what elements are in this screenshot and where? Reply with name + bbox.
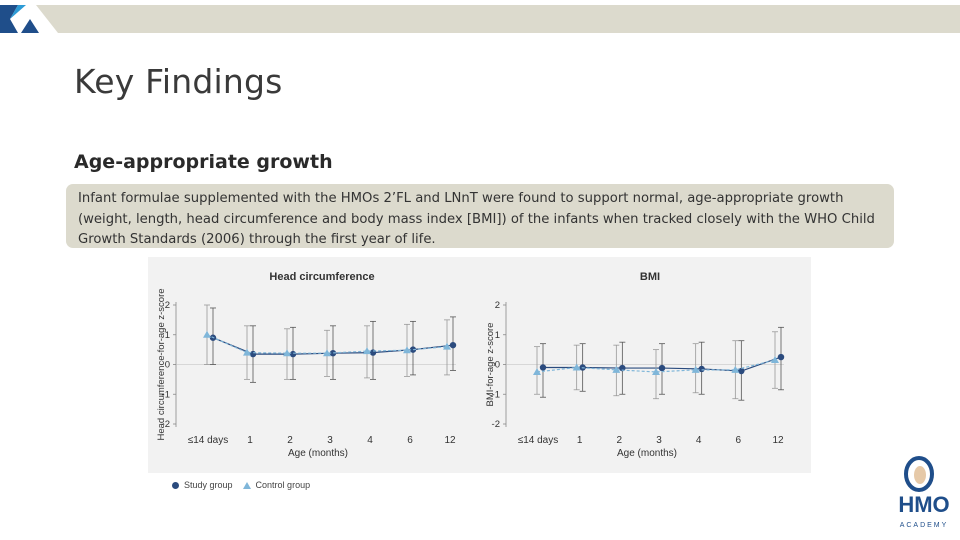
study-point: [329, 349, 337, 357]
banner-dark-shape: [21, 19, 39, 33]
y-tick-label: 0: [165, 360, 170, 371]
legend-control-marker: [242, 481, 251, 489]
chart-title-0: Head circumference: [269, 271, 374, 283]
control-point: [243, 348, 251, 356]
y-tick-label: -1: [492, 389, 500, 400]
growth-charts-figure: Head circumference Head circumference-for…: [148, 257, 811, 473]
control-point: [363, 347, 371, 355]
control-point: [203, 330, 211, 338]
control-point: [612, 365, 621, 373]
x-tick-label: 2: [287, 435, 293, 446]
chart-legend: Study group Control group: [172, 480, 310, 490]
control-point: [731, 365, 740, 373]
control-point: [403, 346, 411, 354]
x-tick-label: 12: [444, 435, 456, 446]
x-axis-label-0: Age (months): [288, 448, 348, 459]
legend-study-label: Study group: [184, 480, 233, 490]
control-point: [323, 349, 331, 357]
logo-sub: ACADEMY: [900, 522, 949, 529]
control-point: [283, 349, 291, 357]
slide-subtitle: Age-appropriate growth: [74, 151, 333, 173]
study-point: [249, 350, 257, 358]
logo-figure: [914, 466, 926, 484]
slide-title: Key Findings: [74, 62, 283, 101]
control-point: [533, 367, 541, 375]
control-point: [771, 356, 779, 364]
y-axis-label-1: BMI-for-age z-score: [485, 323, 496, 407]
y-tick-label: -1: [162, 389, 170, 400]
control-point: [443, 342, 451, 350]
callout-text: Infant formulae supplemented with the HM…: [78, 191, 875, 247]
legend-control-label: Control group: [255, 480, 311, 490]
x-tick-label: 1: [247, 435, 253, 446]
y-tick-label: -2: [162, 419, 170, 430]
control-point: [652, 367, 660, 375]
study-point: [289, 350, 297, 358]
x-tick-label: 6: [407, 435, 413, 446]
growth-charts-svg: Head circumference Head circumference-for…: [156, 271, 785, 459]
y-tick-label: 0: [495, 360, 500, 371]
y-tick-label: 2: [495, 300, 500, 311]
x-tick-label: 3: [327, 435, 333, 446]
control-point: [572, 363, 581, 371]
logo-name: HMO: [898, 492, 949, 517]
top-banner: [0, 5, 960, 33]
x-tick-label: 4: [367, 435, 373, 446]
x-tick-label: 6: [736, 435, 742, 446]
banner-strip: [36, 5, 960, 33]
y-tick-label: 1: [495, 330, 500, 341]
study-point: [658, 364, 666, 372]
y-tick-label: 1: [165, 330, 170, 341]
x-tick-label: 2: [617, 435, 623, 446]
y-tick-label: -2: [492, 419, 500, 430]
study-point: [539, 364, 547, 371]
y-tick-label: 2: [165, 300, 170, 311]
banner-tail-shape: [0, 5, 18, 33]
control-point: [691, 365, 700, 373]
legend-study-marker: [172, 481, 179, 489]
study-point: [738, 367, 745, 375]
study-point: [449, 341, 457, 349]
logo-oval: [904, 456, 934, 492]
x-tick-label: 4: [696, 435, 702, 446]
y-axis-label-0: Head circumference-for-age z-score: [156, 288, 167, 440]
x-tick-label: 1: [577, 435, 583, 446]
study-point: [777, 353, 785, 361]
callout-box: Infant formulae supplemented with the HM…: [66, 184, 894, 248]
x-tick-label: ≤14 days: [188, 435, 229, 446]
banner-light-shape: [10, 5, 26, 19]
hmo-academy-logo: HMO ACADEMY: [898, 456, 950, 529]
x-tick-label: ≤14 days: [518, 435, 559, 446]
x-axis-label-1: Age (months): [617, 448, 677, 459]
x-tick-label: 3: [656, 435, 662, 446]
chart-title-1: BMI: [640, 271, 660, 283]
study-point: [698, 365, 705, 373]
x-tick-label: 12: [772, 435, 784, 446]
study-point: [409, 346, 417, 353]
